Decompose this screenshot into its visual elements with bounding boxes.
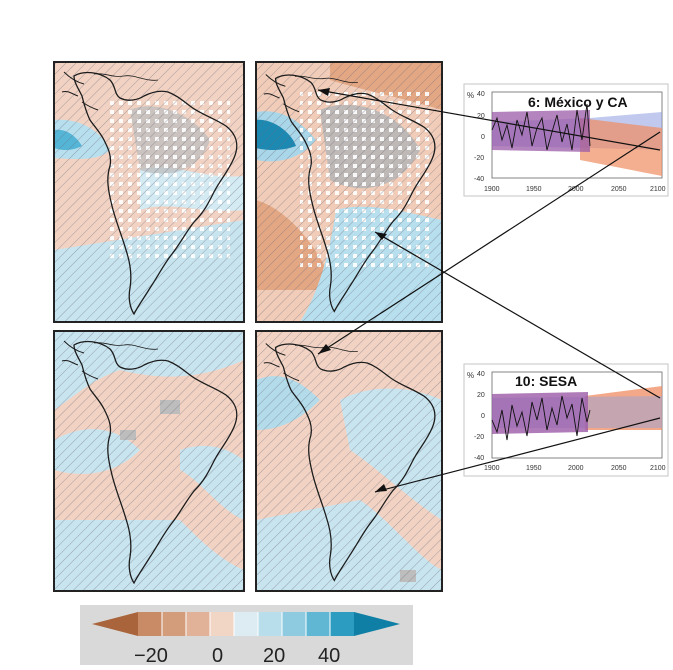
- y-tick: 40: [477, 91, 485, 98]
- y-tick: 20: [477, 113, 485, 120]
- arrow-head: [375, 484, 387, 492]
- projection-band-orange: [580, 118, 662, 176]
- y-tick: 0: [481, 134, 485, 141]
- x-tick: 2100: [650, 465, 666, 472]
- arrow-sesa-top: [374, 231, 661, 399]
- colorbar: −20 0 20 40: [80, 605, 413, 667]
- map-panel-top-right: [255, 61, 443, 323]
- map-panel-top-left: [53, 61, 245, 323]
- colorbar-tick: 40: [318, 645, 340, 667]
- x-tick: 2050: [611, 186, 627, 193]
- colorbar-right-tip: [354, 612, 400, 636]
- y-tick: 20: [477, 392, 485, 399]
- arrow-sesa-bottom: [374, 417, 661, 493]
- hatching: [54, 62, 244, 322]
- colorbar-segment: [306, 612, 330, 636]
- x-tick: 2000: [568, 186, 584, 193]
- x-tick: 2050: [611, 465, 627, 472]
- colorbar-tick: −20: [134, 645, 168, 667]
- colorbar-tick: 0: [212, 645, 223, 667]
- projection-band-orange: [585, 386, 662, 430]
- observed-series: [491, 103, 591, 151]
- x-tick: 2000: [568, 465, 584, 472]
- colorbar-segment: [282, 612, 306, 636]
- inset-chart-sesa: 10: SESA % 40 20 0 -20 -40 1900 1950 200…: [463, 363, 669, 477]
- y-tick: -20: [474, 434, 484, 441]
- hatching: [256, 331, 442, 591]
- hatching: [256, 62, 442, 322]
- inset-chart-mexico: 6: México y CA % 40 20 0 -20 -40 1900 19…: [463, 83, 669, 197]
- inset-title: 10: SESA: [515, 373, 577, 389]
- hatching: [54, 331, 244, 591]
- colorbar-segment: [210, 612, 234, 636]
- y-tick: -40: [474, 176, 484, 183]
- colorbar-segment: [162, 612, 186, 636]
- colorbar-tick: 20: [263, 645, 285, 667]
- x-tick: 1900: [484, 465, 500, 472]
- arrow-mexico-bottom: [317, 131, 661, 355]
- x-tick: 2100: [650, 186, 666, 193]
- x-tick: 1950: [526, 186, 542, 193]
- inset-title: 6: México y CA: [528, 94, 628, 110]
- colorbar-left-tip: [92, 612, 138, 636]
- arrow-head: [318, 88, 330, 96]
- y-tick: 0: [481, 413, 485, 420]
- y-unit-label: %: [467, 91, 474, 100]
- map-panel-bottom-left: [53, 330, 245, 592]
- x-tick: 1950: [526, 465, 542, 472]
- colorbar-segment: [234, 612, 258, 636]
- y-unit-label: %: [467, 371, 474, 380]
- historical-band-purple: [492, 110, 590, 152]
- x-tick: 1900: [484, 186, 500, 193]
- observed-series: [491, 395, 591, 441]
- y-tick: -40: [474, 455, 484, 462]
- arrow-mexico-top: [317, 89, 661, 151]
- arrow-head: [375, 232, 387, 240]
- y-tick: -20: [474, 155, 484, 162]
- colorbar-segment: [330, 612, 354, 636]
- colorbar-segment: [258, 612, 282, 636]
- colorbar-segment: [186, 612, 210, 636]
- connector-arrows: [317, 88, 661, 493]
- y-tick: 40: [477, 371, 485, 378]
- arrow-head: [318, 344, 331, 354]
- colorbar-segment: [138, 612, 162, 636]
- map-panel-bottom-right: [255, 330, 443, 592]
